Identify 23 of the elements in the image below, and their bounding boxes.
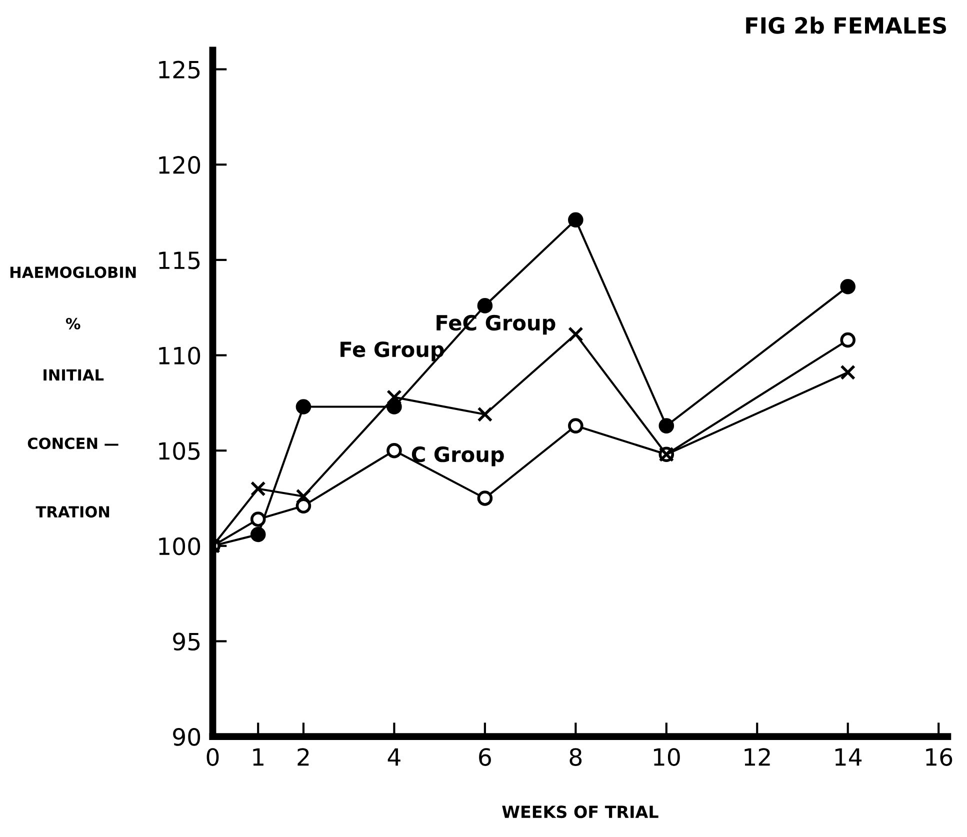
x-tick-label: 10 [654, 748, 680, 766]
y-tick-label: 105 [159, 442, 200, 460]
series-label: C Group [412, 446, 504, 466]
y-tick-label: 120 [159, 156, 200, 174]
x-tick-label: 12 [744, 748, 770, 766]
x-tick-label: 0 [206, 748, 219, 766]
y-tick-label: 125 [159, 60, 200, 79]
y-tick-label: 110 [159, 346, 200, 365]
x-tick-label: 4 [388, 748, 400, 766]
x-tick-label: 1 [253, 748, 264, 766]
series-label: Fe Group [340, 341, 444, 362]
text: HAEMOGLOBIN % INITIAL CONCEN — TRATION [10, 266, 136, 518]
y-tick-label: 90 [173, 728, 200, 746]
x-tick-label: 14 [835, 748, 862, 766]
x-axis-title: WEEKS OF TRIAL [502, 806, 658, 818]
x-tick-label: 2 [298, 748, 309, 766]
chart-title: FIG 2b FEMALES [746, 16, 946, 34]
x-tick-label: 16 [926, 748, 952, 766]
x-tick-label: 6 [479, 748, 491, 766]
y-tick-label: 95 [173, 632, 200, 651]
y-tick-label: 100 [159, 537, 200, 556]
y-tick-label: 115 [159, 252, 200, 270]
x-tick-label: 8 [570, 748, 582, 766]
